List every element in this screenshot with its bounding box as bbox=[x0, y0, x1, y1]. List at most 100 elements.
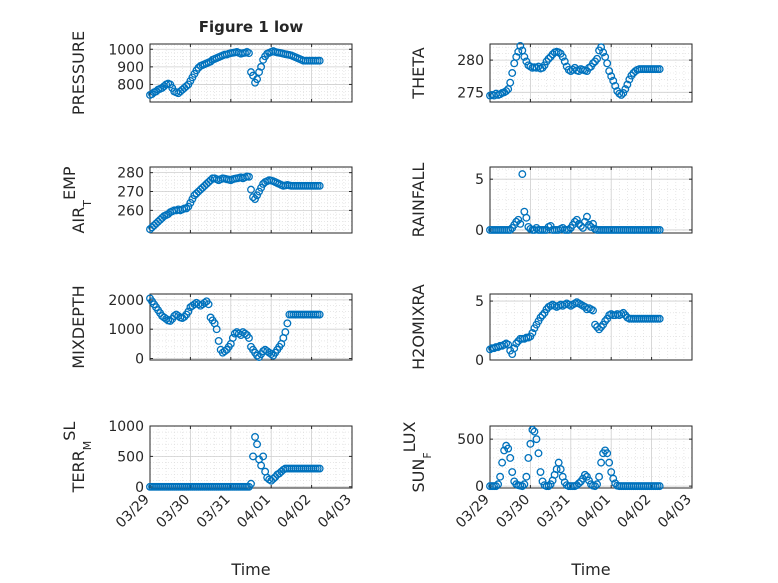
axes-h2omixra: 0 5 H2OMIXRA bbox=[409, 284, 693, 370]
data-point bbox=[597, 458, 606, 467]
y-tick-label: 500 bbox=[117, 449, 144, 465]
data-point bbox=[603, 59, 612, 68]
y-tick-label: 260 bbox=[117, 203, 144, 219]
y-axis-label-main: PRESSURE bbox=[69, 31, 88, 115]
y-axis-label-tail: SL bbox=[60, 422, 79, 441]
data-point bbox=[498, 458, 507, 467]
data-point bbox=[655, 65, 664, 74]
data-point bbox=[506, 226, 515, 234]
data-point bbox=[494, 480, 503, 489]
data-point bbox=[534, 449, 543, 458]
y-axis-label: AIRTEMP bbox=[60, 166, 94, 233]
data-point bbox=[228, 334, 237, 342]
data-point bbox=[595, 472, 604, 481]
data-point bbox=[214, 336, 223, 345]
data-point bbox=[544, 54, 553, 63]
series-markers bbox=[146, 294, 324, 362]
y-axis-label: H2OMIXRA bbox=[409, 284, 428, 370]
y-axis-label-subscript: F bbox=[421, 452, 434, 458]
data-point bbox=[518, 482, 527, 491]
axes-box bbox=[489, 293, 693, 361]
data-point bbox=[558, 52, 567, 61]
y-tick-label: 0 bbox=[135, 480, 144, 496]
y-axis-label-subscript: T bbox=[81, 200, 94, 208]
data-point bbox=[180, 312, 189, 321]
data-point bbox=[611, 81, 620, 90]
data-point bbox=[512, 52, 521, 61]
data-point bbox=[625, 75, 634, 84]
data-point bbox=[249, 193, 257, 202]
data-point bbox=[182, 82, 191, 91]
y-axis-label-main: TERR bbox=[69, 450, 88, 493]
data-point bbox=[200, 298, 209, 307]
y-tick-label: 270 bbox=[117, 185, 144, 201]
data-point bbox=[504, 444, 513, 453]
y-tick-label: 1000 bbox=[108, 42, 144, 58]
data-point bbox=[315, 181, 324, 190]
data-point bbox=[506, 453, 515, 462]
data-point bbox=[508, 468, 517, 476]
data-point bbox=[536, 313, 545, 322]
figure-title: Figure 1 low bbox=[199, 18, 304, 36]
data-point bbox=[528, 425, 537, 434]
data-point bbox=[255, 187, 264, 196]
y-axis-label-main: SUN bbox=[409, 459, 428, 493]
y-tick-label: 0 bbox=[135, 352, 144, 368]
data-point bbox=[253, 440, 262, 449]
axes-box bbox=[149, 425, 353, 489]
data-point bbox=[619, 89, 628, 97]
data-point bbox=[619, 308, 628, 317]
y-tick-label: 5 bbox=[475, 172, 484, 188]
data-point bbox=[603, 449, 612, 458]
data-point bbox=[186, 198, 195, 207]
x-axis-label: Time bbox=[570, 560, 610, 579]
data-point bbox=[520, 480, 529, 489]
data-point bbox=[528, 328, 537, 337]
data-point bbox=[530, 427, 539, 436]
data-point bbox=[655, 314, 664, 323]
data-point bbox=[518, 170, 527, 179]
y-tick-label: 280 bbox=[117, 166, 144, 182]
data-point bbox=[267, 350, 276, 359]
axes-mixdepth: 0 1000 2000 MIXDEPTH bbox=[69, 285, 353, 369]
data-point bbox=[623, 80, 632, 89]
y-tick-label: 1000 bbox=[108, 419, 144, 435]
data-point bbox=[655, 226, 664, 234]
data-point bbox=[621, 85, 630, 94]
data-point bbox=[605, 458, 614, 467]
data-point bbox=[184, 202, 193, 211]
data-point bbox=[609, 76, 618, 85]
data-point bbox=[245, 49, 253, 58]
data-point bbox=[570, 217, 579, 226]
y-tick-label: 0 bbox=[475, 353, 484, 369]
data-point bbox=[538, 477, 547, 486]
series-markers bbox=[486, 170, 664, 234]
y-tick-label: 0 bbox=[475, 223, 484, 239]
data-point bbox=[556, 465, 565, 474]
data-point bbox=[522, 472, 531, 481]
data-point bbox=[593, 480, 602, 489]
series-markers bbox=[486, 425, 664, 491]
data-point bbox=[508, 69, 517, 77]
data-point bbox=[532, 435, 541, 444]
data-point bbox=[591, 482, 599, 491]
data-point bbox=[540, 61, 549, 70]
data-point bbox=[492, 482, 501, 491]
data-point bbox=[583, 212, 591, 221]
data-point bbox=[257, 183, 266, 192]
axes-box bbox=[149, 293, 353, 361]
data-point bbox=[526, 439, 535, 448]
data-point bbox=[315, 464, 324, 473]
data-point bbox=[257, 461, 266, 470]
y-tick-label: 800 bbox=[117, 77, 144, 93]
data-point bbox=[516, 219, 525, 228]
data-point bbox=[212, 325, 221, 334]
data-point bbox=[589, 306, 597, 315]
y-axis-label: MIXDEPTH bbox=[69, 285, 88, 368]
data-point bbox=[204, 300, 213, 309]
data-point bbox=[546, 221, 555, 230]
data-point bbox=[617, 90, 626, 99]
axes-theta: 275 280 THETA bbox=[409, 41, 693, 103]
